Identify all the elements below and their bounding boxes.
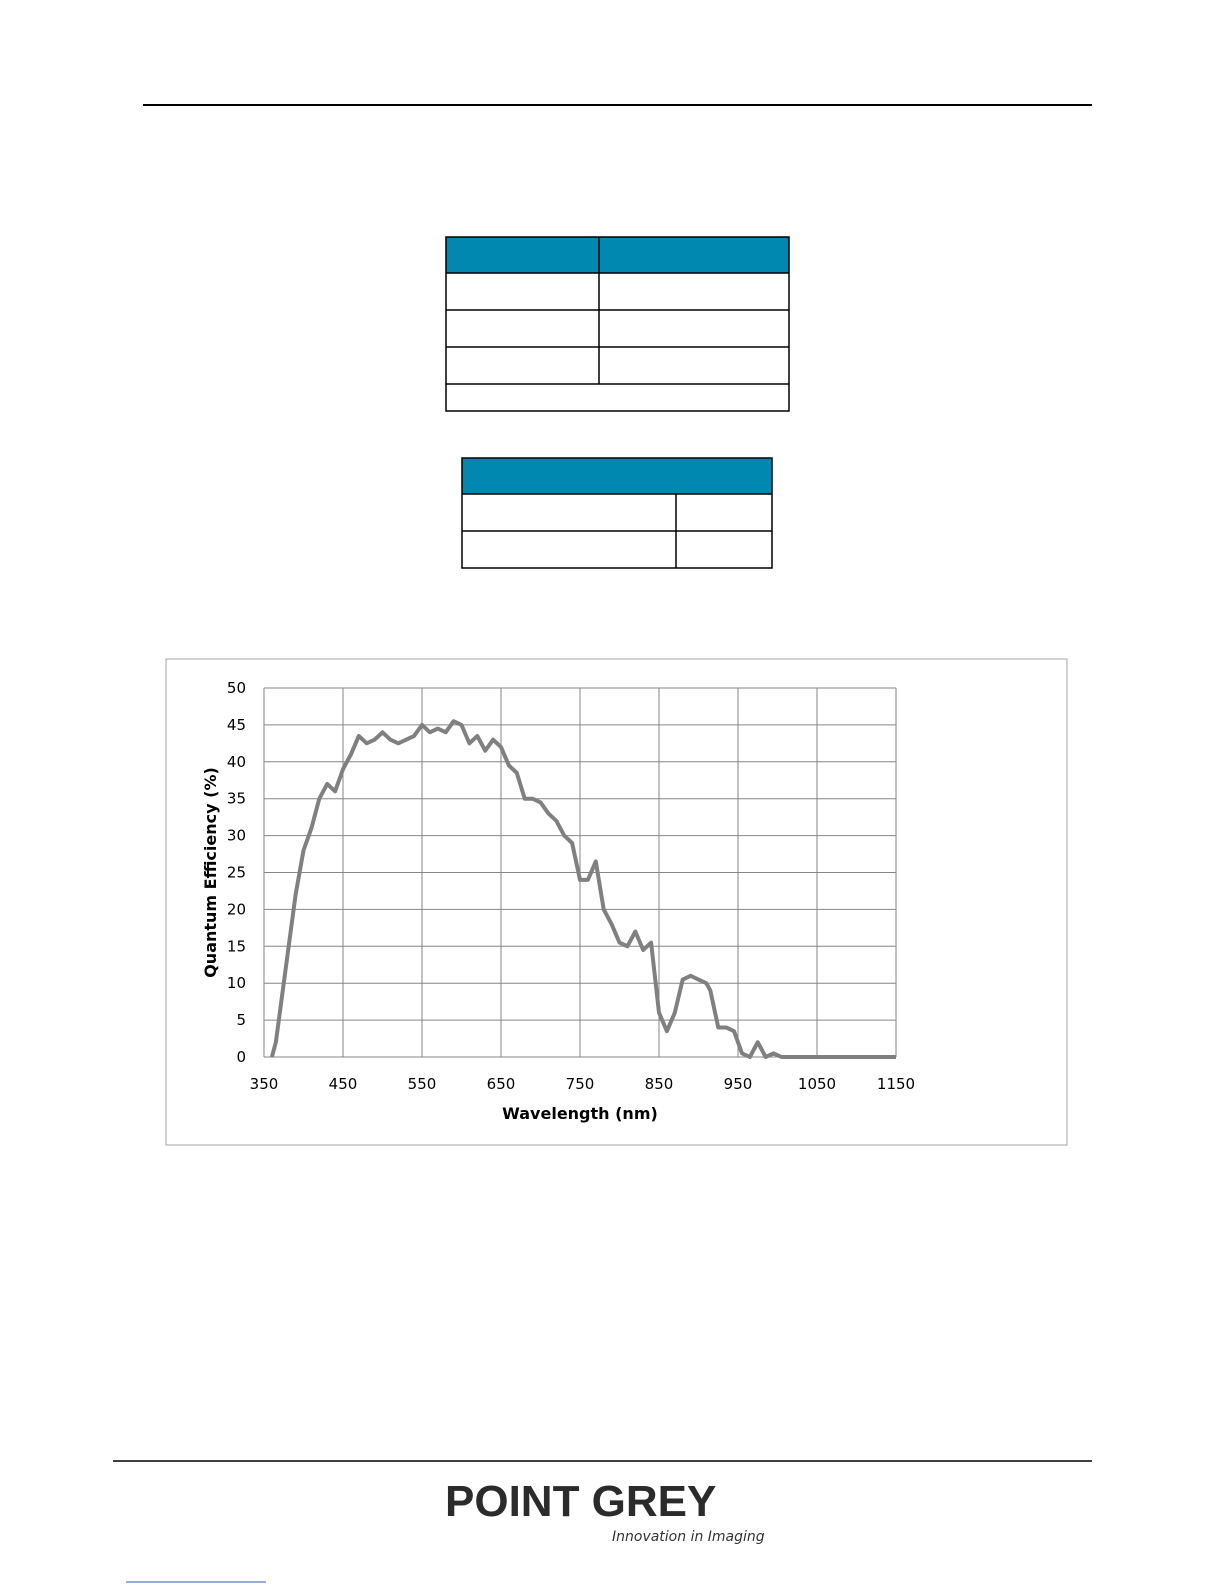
- table-2: [461, 457, 773, 569]
- x-tick-label: 750: [566, 1075, 595, 1093]
- x-tick-label: 450: [329, 1075, 358, 1093]
- y-tick-label: 5: [236, 1011, 246, 1029]
- tagline: Innovation in Imaging: [612, 1529, 765, 1545]
- y-tick-label: 15: [227, 937, 246, 955]
- y-axis-label: Quantum Efficiency (%): [201, 767, 220, 978]
- y-tick-label: 0: [236, 1048, 246, 1066]
- y-tick-label: 35: [227, 790, 246, 808]
- data-line: [269, 719, 896, 1059]
- x-tick-label: 350: [250, 1075, 279, 1093]
- table-header: [446, 237, 789, 273]
- y-tick-label: 20: [227, 900, 246, 918]
- chart: 0 5 10 15 20 25 30 35 40 45 50 350 450 550 650 750 850 95…: [201, 679, 915, 1123]
- logo: POINT GREY: [445, 1477, 716, 1526]
- table-border: [461, 457, 773, 569]
- y-tick-label: 25: [227, 864, 246, 882]
- table-1: [445, 236, 790, 412]
- x-tick-label: 650: [487, 1075, 516, 1093]
- table-border: [445, 236, 790, 412]
- x-tick-label: 1050: [798, 1075, 836, 1093]
- table-header: [462, 458, 772, 494]
- x-tick-label: 950: [724, 1075, 753, 1093]
- y-tick-label: 40: [227, 753, 246, 771]
- x-axis-label: Wavelength (nm): [502, 1104, 658, 1123]
- chart-frame: [165, 658, 1068, 1146]
- x-tick-label: 550: [408, 1075, 437, 1093]
- y-tick-label: 50: [227, 679, 246, 697]
- y-tick-label: 45: [227, 716, 246, 734]
- y-tick-label: 10: [227, 974, 246, 992]
- y-tick-label: 30: [227, 827, 246, 845]
- x-tick-label: 850: [645, 1075, 674, 1093]
- x-tick-label: 1150: [877, 1075, 915, 1093]
